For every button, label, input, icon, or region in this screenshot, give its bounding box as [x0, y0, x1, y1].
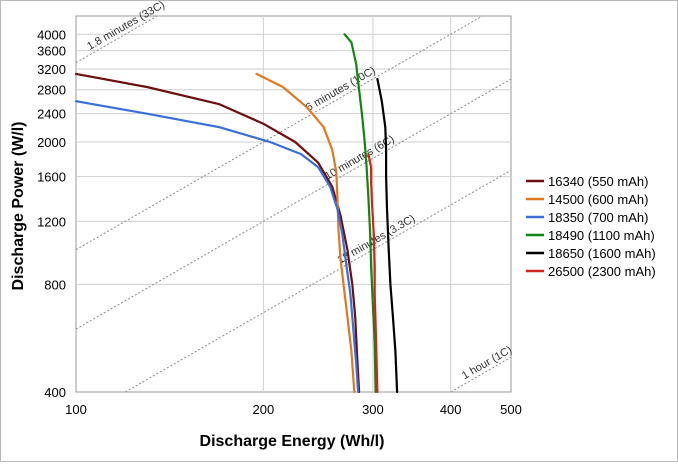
y-tick-label: 2400: [37, 107, 66, 122]
x-tick-label: 200: [252, 402, 274, 417]
y-tick-label: 2000: [37, 135, 66, 150]
reference-line: [75, 15, 158, 64]
x-tick-label: 400: [440, 402, 462, 417]
legend-label: 26500 (2300 mAh): [548, 264, 656, 279]
y-axis-title: Discharge Power (W/l): [10, 122, 27, 291]
y-tick-label: 3200: [37, 62, 66, 77]
y-tick-label: 1600: [37, 170, 66, 185]
plot-area: [75, 15, 512, 393]
series-line: [343, 33, 377, 394]
series-line: [367, 153, 379, 394]
legend-label: 18650 (1600 mAh): [548, 246, 656, 261]
reference-line: [450, 356, 512, 393]
y-tick-label: 4000: [37, 27, 66, 42]
y-tick-label: 2800: [37, 83, 66, 98]
y-tick-label: 3600: [37, 44, 66, 59]
x-tick-label: 500: [500, 402, 522, 417]
legend-label: 18350 (700 mAh): [548, 210, 648, 225]
x-tick-label: 300: [362, 402, 384, 417]
x-tick-label: 100: [65, 402, 87, 417]
legend-label: 16340 (550 mAh): [548, 174, 648, 189]
legend-label: 14500 (600 mAh): [548, 192, 648, 207]
x-axis-title: Discharge Energy (Wh/l): [200, 433, 385, 450]
y-tick-label: 800: [44, 277, 66, 292]
series-line: [255, 72, 356, 394]
series-line: [74, 100, 360, 394]
series-line: [376, 77, 399, 394]
y-tick-label: 400: [44, 385, 66, 400]
y-tick-label: 1200: [37, 214, 66, 229]
series-line: [74, 72, 361, 394]
legend-label: 18490 (1100 mAh): [548, 228, 655, 243]
